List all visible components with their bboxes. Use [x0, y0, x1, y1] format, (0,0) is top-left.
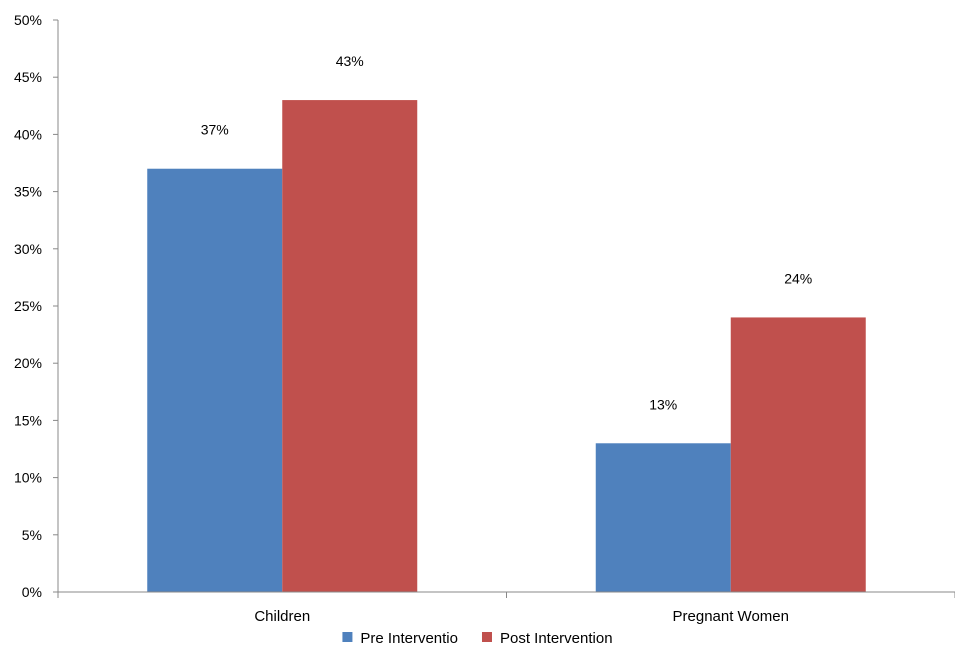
- bars-group: [147, 100, 866, 592]
- y-tick-label: 40%: [14, 126, 42, 142]
- data-label: 43%: [336, 53, 364, 69]
- x-category-label: Children: [254, 608, 310, 625]
- y-tick-label: 30%: [14, 241, 42, 257]
- legend-label: Post Intervention: [500, 630, 613, 647]
- legend-swatch: [342, 632, 353, 642]
- data-label: 37%: [201, 122, 229, 138]
- x-category-label: Pregnant Women: [673, 608, 789, 625]
- bar: [730, 317, 866, 592]
- y-tick-label: 15%: [14, 412, 42, 428]
- y-tick-label: 25%: [14, 298, 42, 314]
- y-tick-label: 5%: [22, 527, 42, 543]
- bar: [282, 100, 418, 592]
- y-tick-label: 0%: [22, 584, 42, 600]
- y-tick-label: 35%: [14, 184, 42, 200]
- y-tick-label: 45%: [14, 69, 42, 85]
- data-label: 24%: [784, 270, 812, 286]
- legend-label: Pre Interventio: [360, 630, 458, 647]
- bar: [595, 443, 731, 592]
- data-label: 13%: [649, 396, 677, 412]
- legend-swatch: [481, 632, 492, 642]
- y-ticks-group: 0% 5% 10% 15% 20% 25% 30% 35% 40% 45% 50%: [14, 12, 58, 600]
- x-ticks-group: Children Pregnant Women: [57, 592, 955, 625]
- y-tick-label: 10%: [14, 470, 42, 486]
- y-tick-label: 20%: [14, 355, 42, 371]
- y-tick-label: 50%: [14, 12, 42, 28]
- data-labels-group: 37% 43% 13% 24%: [201, 53, 813, 412]
- legend: Pre Interventio Post Intervention: [342, 630, 613, 647]
- bar: [147, 168, 283, 592]
